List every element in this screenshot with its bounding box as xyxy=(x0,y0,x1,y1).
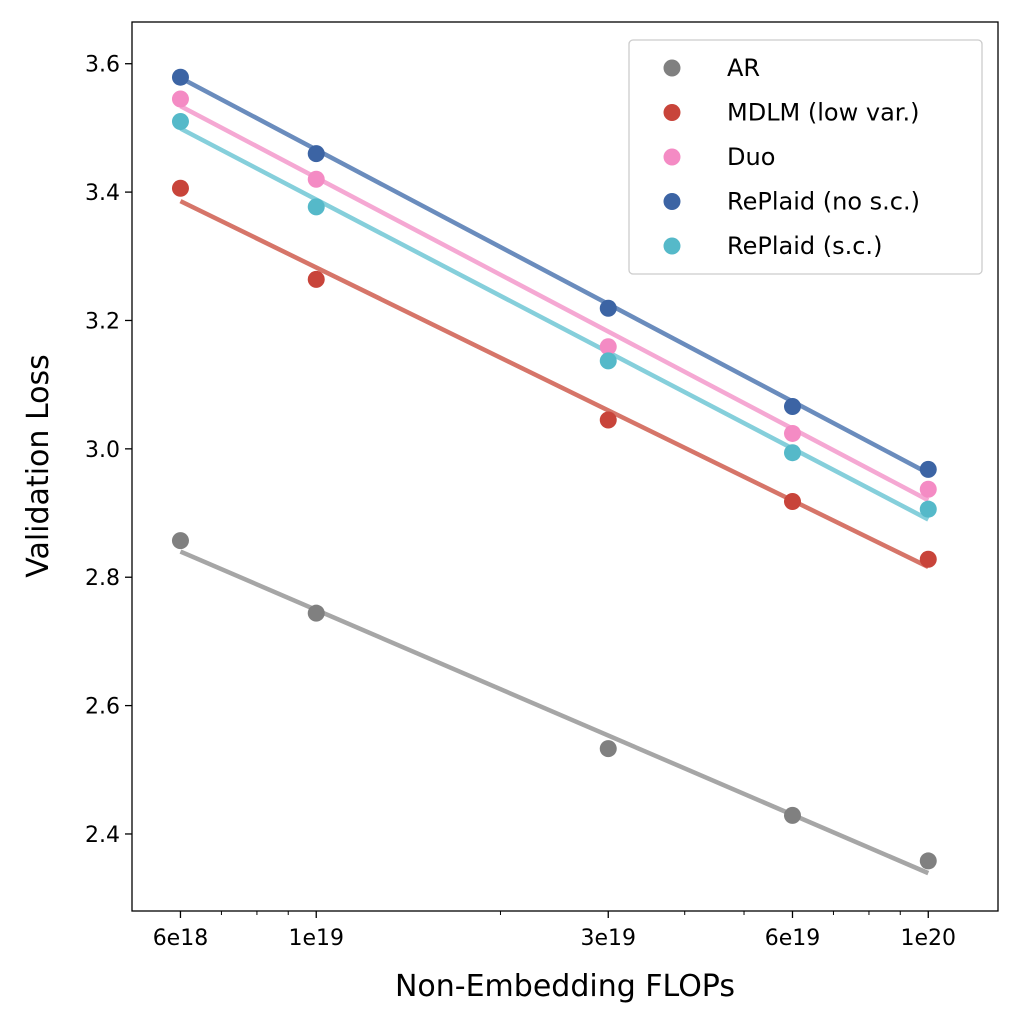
data-point xyxy=(919,550,937,568)
data-point xyxy=(599,740,617,758)
x-axis-ticks: 6e18 1e19 3e19 6e19 1e20 xyxy=(153,911,956,951)
legend-label: Duo xyxy=(727,143,775,171)
data-point xyxy=(307,270,325,288)
legend-marker xyxy=(663,59,681,77)
data-point xyxy=(783,806,801,824)
y-tick-label: 3.2 xyxy=(85,309,120,334)
data-point xyxy=(599,352,617,370)
y-tick-label: 2.8 xyxy=(85,566,120,591)
data-point xyxy=(599,338,617,356)
fit-line-4 xyxy=(179,126,930,522)
data-point xyxy=(919,480,937,498)
data-point xyxy=(307,170,325,188)
fit-line-3 xyxy=(179,75,930,476)
legend-label: MDLM (low var.) xyxy=(727,99,919,127)
data-points xyxy=(171,68,937,870)
plot-frame xyxy=(131,21,999,912)
y-tick-label: 3.0 xyxy=(85,438,120,463)
x-axis-title: Non-Embedding FLOPs xyxy=(395,969,735,1004)
data-point xyxy=(919,500,937,518)
x-tick-label: 3e19 xyxy=(580,926,636,951)
y-tick-label: 3.6 xyxy=(85,53,120,78)
data-point xyxy=(919,852,937,870)
fit-line-1 xyxy=(179,199,930,569)
legend: AR MDLM (low var.) Duo RePlaid (no s.c.) ReP… xyxy=(628,39,983,275)
data-point xyxy=(171,68,189,86)
legend-label: RePlaid (s.c.) xyxy=(727,232,882,260)
data-point xyxy=(307,198,325,216)
y-tick-label: 3.4 xyxy=(85,181,120,206)
legend-box xyxy=(628,39,983,275)
legend-marker xyxy=(663,193,681,210)
data-point xyxy=(171,179,189,197)
legend-marker xyxy=(663,237,681,255)
data-point xyxy=(307,145,325,163)
legend-marker xyxy=(663,104,681,121)
x-tick-label: 6e18 xyxy=(153,926,209,951)
fit-lines xyxy=(179,75,930,876)
y-tick-label: 2.6 xyxy=(85,695,120,720)
x-tick-label: 1e20 xyxy=(900,926,956,951)
y-axis-title: Validation Loss xyxy=(21,354,56,577)
data-point xyxy=(783,424,801,442)
fit-line-0 xyxy=(179,549,930,876)
data-point xyxy=(919,460,937,478)
data-point xyxy=(307,604,325,622)
data-point xyxy=(783,444,801,462)
legend-label: RePlaid (no s.c.) xyxy=(727,188,920,216)
data-point xyxy=(171,90,189,108)
data-point xyxy=(783,492,801,510)
y-tick-label: 2.4 xyxy=(85,823,120,848)
data-point xyxy=(599,411,617,429)
data-point xyxy=(599,299,617,317)
legend-marker xyxy=(663,148,681,166)
data-point xyxy=(783,397,801,415)
legend-label: AR xyxy=(727,54,760,82)
data-point xyxy=(171,112,189,130)
x-tick-label: 1e19 xyxy=(288,926,344,951)
data-point xyxy=(171,532,189,550)
fit-line-2 xyxy=(179,104,930,503)
y-axis-ticks: 2.4 2.6 2.8 3.0 3.2 3.4 3.6 xyxy=(85,53,132,848)
x-tick-label: 6e19 xyxy=(765,926,821,951)
